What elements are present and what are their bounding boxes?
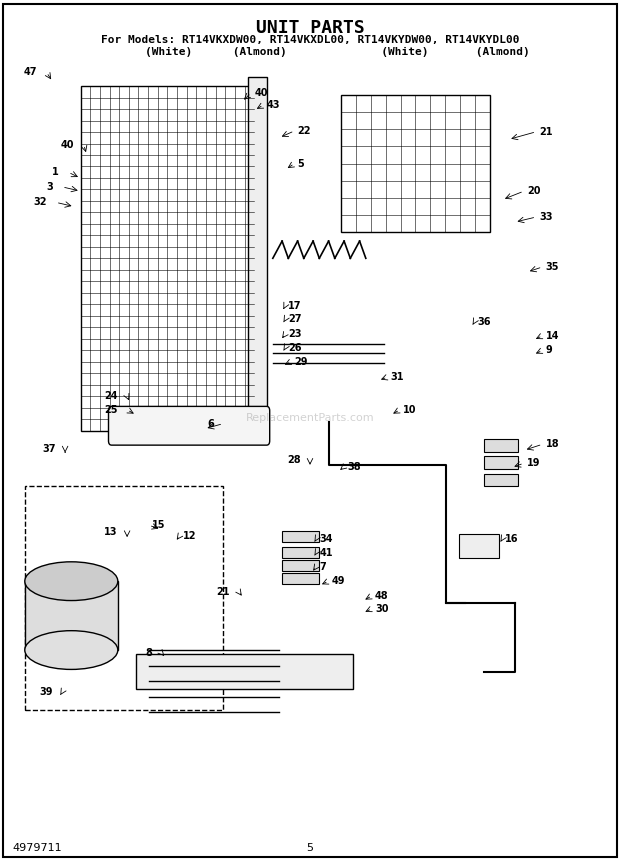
Text: 43: 43 — [267, 100, 280, 110]
Text: 38: 38 — [347, 461, 361, 472]
Text: 14: 14 — [546, 331, 559, 341]
Text: 48: 48 — [375, 591, 389, 601]
Bar — [282, 573, 319, 584]
Text: 5: 5 — [298, 158, 304, 169]
Text: 8: 8 — [145, 647, 152, 658]
Text: 40: 40 — [254, 88, 268, 98]
Text: 19: 19 — [527, 458, 541, 468]
Bar — [282, 560, 319, 571]
Text: 10: 10 — [403, 405, 417, 415]
Ellipse shape — [25, 562, 118, 601]
Text: 22: 22 — [298, 126, 311, 136]
Text: 40: 40 — [61, 139, 74, 150]
Text: 39: 39 — [39, 687, 53, 697]
Text: 41: 41 — [319, 548, 333, 558]
Text: 7: 7 — [319, 561, 326, 572]
Text: 9: 9 — [546, 345, 552, 356]
Text: 17: 17 — [288, 300, 302, 311]
Text: 28: 28 — [287, 455, 301, 465]
Bar — [459, 534, 499, 558]
Text: 5: 5 — [306, 843, 314, 853]
Bar — [282, 531, 319, 542]
Bar — [136, 654, 353, 689]
Text: 20: 20 — [527, 186, 541, 196]
Text: 47: 47 — [24, 67, 37, 77]
Text: 3: 3 — [46, 182, 53, 192]
Bar — [484, 456, 518, 469]
Text: 31: 31 — [391, 372, 404, 382]
Text: 27: 27 — [288, 314, 302, 325]
Text: 33: 33 — [539, 212, 553, 222]
Text: 1: 1 — [52, 167, 59, 177]
Bar — [248, 77, 267, 431]
Bar — [25, 581, 118, 650]
Text: 18: 18 — [546, 439, 559, 449]
Text: 16: 16 — [505, 534, 519, 544]
Text: 25: 25 — [104, 405, 118, 415]
Text: 24: 24 — [104, 391, 118, 401]
Text: 23: 23 — [288, 329, 302, 339]
Bar — [484, 474, 518, 486]
Text: For Models: RT14VKXDW00, RT14VKXDL00, RT14VKYDW00, RT14VKYDL00: For Models: RT14VKXDW00, RT14VKXDL00, RT… — [100, 35, 520, 46]
Text: 30: 30 — [375, 604, 389, 614]
Bar — [341, 95, 490, 232]
Text: 13: 13 — [104, 527, 118, 537]
Text: 4979711: 4979711 — [12, 843, 62, 853]
Text: 6: 6 — [207, 418, 214, 429]
Text: 12: 12 — [183, 530, 197, 541]
Text: 49: 49 — [332, 576, 345, 586]
Ellipse shape — [25, 630, 118, 670]
Text: UNIT PARTS: UNIT PARTS — [255, 20, 365, 37]
Text: 29: 29 — [294, 356, 308, 367]
Text: 37: 37 — [42, 444, 56, 455]
Text: (White)      (Almond)              (White)       (Almond): (White) (Almond) (White) (Almond) — [91, 46, 529, 57]
Text: 21: 21 — [216, 586, 229, 597]
Text: 35: 35 — [546, 262, 559, 272]
Bar — [25, 486, 223, 710]
FancyBboxPatch shape — [108, 406, 270, 445]
Bar — [282, 547, 319, 558]
Text: ReplacementParts.com: ReplacementParts.com — [246, 412, 374, 423]
Text: 34: 34 — [319, 534, 333, 544]
Text: 21: 21 — [539, 127, 553, 137]
Bar — [484, 439, 518, 452]
Text: 36: 36 — [477, 317, 491, 327]
Text: 15: 15 — [152, 520, 166, 530]
Text: 32: 32 — [33, 197, 46, 208]
Bar — [81, 86, 254, 431]
Text: 26: 26 — [288, 343, 302, 353]
